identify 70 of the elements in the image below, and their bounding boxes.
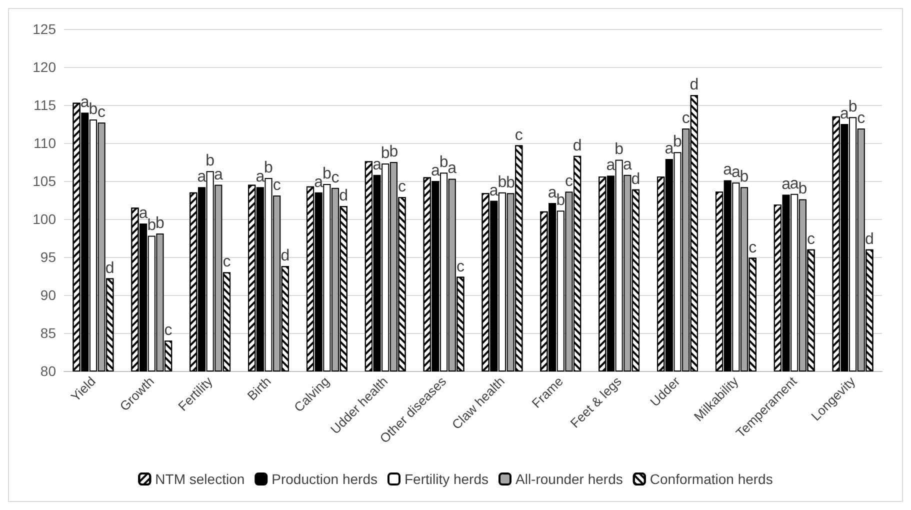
data-label: c: [272, 176, 281, 194]
data-label: b: [147, 217, 156, 234]
data-label: b: [156, 214, 165, 232]
data-label: b: [88, 100, 98, 118]
data-label: c: [564, 173, 573, 190]
data-label: d: [572, 137, 582, 154]
data-label: b: [556, 192, 566, 210]
data-label: d: [339, 188, 348, 205]
data-label: b: [380, 145, 390, 162]
data-label: c: [98, 104, 106, 121]
y-tick-label: 90: [40, 287, 56, 303]
data-label: c: [331, 169, 340, 186]
data-label: b: [798, 180, 808, 198]
y-tick-label: 105: [32, 173, 56, 189]
data-label: a: [782, 176, 791, 194]
data-label: a: [80, 94, 90, 112]
data-label: b: [439, 154, 448, 172]
data-label: c: [164, 322, 172, 340]
data-label: a: [622, 156, 632, 174]
data-label: d: [105, 260, 114, 277]
data-label: d: [864, 230, 874, 248]
legend-label: Conformation herds: [650, 471, 773, 487]
data-label: a: [314, 174, 324, 191]
data-label: b: [614, 141, 624, 158]
x-tick-label: Birth: [244, 374, 274, 404]
data-label: a: [138, 205, 148, 222]
data-label: c: [398, 178, 406, 196]
y-tick-label: 85: [40, 325, 56, 341]
legend-label: NTM selection: [155, 471, 245, 487]
data-label: b: [389, 144, 398, 160]
y-tick-label: 95: [40, 249, 56, 265]
legend-label: Production herds: [272, 471, 378, 487]
data-label: a: [840, 106, 849, 122]
data-label: d: [280, 248, 290, 265]
data-label: b: [673, 134, 682, 151]
y-tick-label: 110: [34, 135, 56, 151]
data-label: d: [690, 76, 699, 94]
data-label: b: [848, 98, 858, 116]
data-label: a: [790, 175, 799, 192]
y-tick-label: 115: [34, 97, 56, 113]
data-label: a: [664, 140, 674, 158]
data-label: a: [214, 166, 223, 184]
data-label: c: [514, 126, 523, 144]
data-label: a: [372, 156, 382, 174]
data-label: c: [857, 110, 866, 128]
data-label: b: [322, 166, 332, 183]
data-label: a: [489, 182, 498, 200]
data-label: c: [456, 258, 464, 276]
y-tick-label: 100: [32, 211, 56, 227]
y-tick-label: 125: [32, 21, 56, 37]
data-label: a: [723, 162, 732, 179]
data-label: a: [731, 164, 740, 182]
data-label: b: [740, 168, 749, 186]
data-label: b: [206, 152, 215, 170]
data-label: a: [256, 168, 265, 186]
data-label: a: [448, 160, 457, 178]
data-label: c: [807, 230, 816, 248]
data-label: c: [748, 239, 757, 256]
y-tick-label: 120: [32, 59, 56, 75]
data-label: a: [548, 184, 557, 202]
legend-label: All-rounder herds: [515, 471, 623, 487]
data-label: c: [222, 254, 231, 271]
data-label: c: [682, 110, 690, 128]
y-tick-label: 80: [40, 363, 56, 379]
data-label: b: [498, 174, 507, 191]
data-label: d: [631, 170, 640, 188]
data-label: b: [264, 159, 274, 176]
data-label: a: [431, 162, 440, 180]
legend-label: Fertility herds: [404, 471, 489, 487]
data-label: b: [506, 174, 516, 192]
